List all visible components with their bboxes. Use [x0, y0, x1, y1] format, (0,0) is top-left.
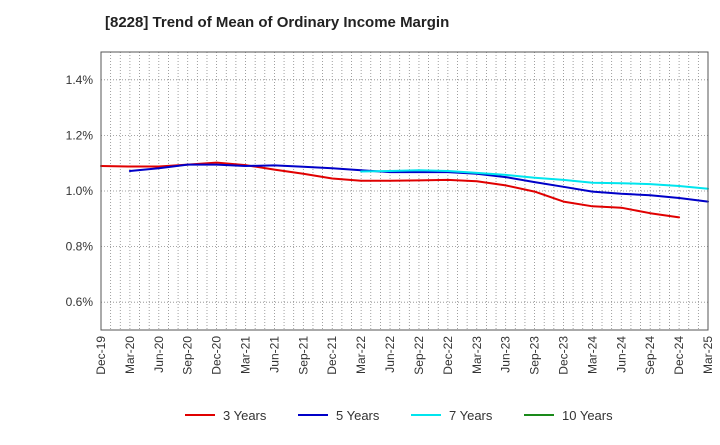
x-tick-label: Mar-23 — [470, 336, 484, 374]
x-tick-label: Jun-23 — [499, 336, 513, 373]
x-tick-label: Sep-22 — [412, 336, 426, 375]
x-tick-label: Dec-21 — [325, 336, 339, 375]
series-line-7-years — [360, 169, 709, 190]
x-tick-label: Dec-24 — [672, 336, 686, 375]
x-tick-label: Jun-24 — [614, 336, 628, 373]
y-tick-label: 1.0% — [66, 184, 94, 198]
legend-label: 3 Years — [223, 408, 267, 423]
x-tick-label: Jun-22 — [383, 336, 397, 373]
x-tick-label: Sep-23 — [528, 336, 542, 375]
y-tick-label: 0.8% — [66, 240, 94, 254]
y-tick-label: 1.4% — [66, 73, 94, 87]
x-tick-label: Jun-21 — [267, 336, 281, 373]
y-tick-label: 0.6% — [66, 295, 94, 309]
legend-label: 7 Years — [449, 408, 493, 423]
x-tick-label: Dec-20 — [210, 336, 224, 375]
plot-area-frame — [100, 51, 709, 331]
series-line-5-years — [128, 163, 709, 203]
x-tick-label: Mar-21 — [239, 336, 253, 374]
legend-label: 10 Years — [562, 408, 613, 423]
chart-title: [8228] Trend of Mean of Ordinary Income … — [105, 14, 450, 31]
x-tick-label: Sep-24 — [643, 336, 657, 375]
x-tick-label: Sep-20 — [181, 336, 195, 375]
x-tick-label: Dec-22 — [441, 336, 455, 375]
x-tick-label: Jun-20 — [152, 336, 166, 373]
x-tick-label: Mar-24 — [585, 336, 599, 374]
x-tick-label: Dec-23 — [556, 336, 570, 375]
x-tick-label: Dec-19 — [94, 336, 108, 375]
x-tick-label: Sep-21 — [296, 336, 310, 375]
x-tick-label: Mar-25 — [701, 336, 715, 374]
x-tick-label: Mar-20 — [123, 336, 137, 374]
legend-label: 5 Years — [336, 408, 380, 423]
y-tick-label: 1.2% — [66, 128, 94, 142]
x-tick-label: Mar-22 — [354, 336, 368, 374]
